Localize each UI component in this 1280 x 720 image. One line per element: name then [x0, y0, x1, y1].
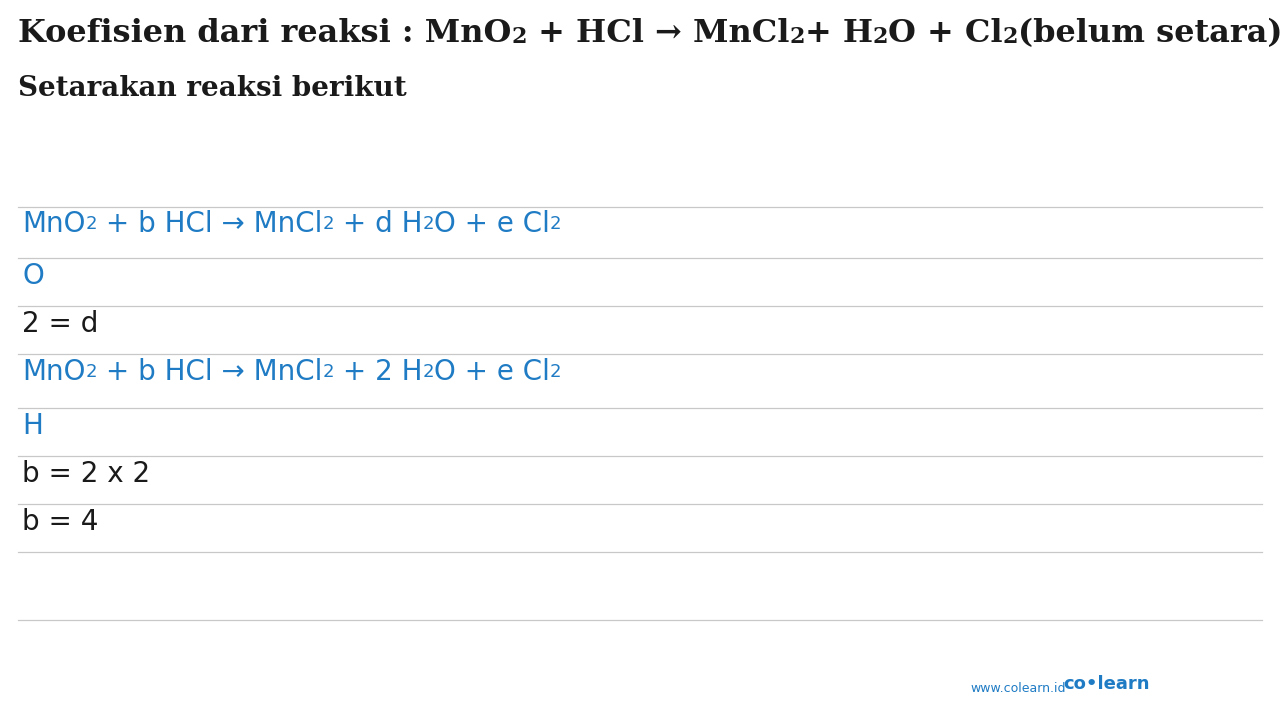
Text: 2: 2	[1002, 26, 1019, 48]
Text: 2: 2	[549, 215, 561, 233]
Text: 2: 2	[549, 363, 561, 381]
Text: co•learn: co•learn	[1062, 675, 1149, 693]
Text: + b HCl → MnCl: + b HCl → MnCl	[97, 358, 323, 386]
Text: O + e Cl: O + e Cl	[434, 358, 549, 386]
Text: 2: 2	[422, 363, 434, 381]
Text: b = 2 x 2: b = 2 x 2	[22, 460, 150, 488]
Text: www.colearn.id: www.colearn.id	[970, 682, 1065, 695]
Text: 2: 2	[422, 215, 434, 233]
Text: 2: 2	[86, 363, 97, 381]
Text: 2 = d: 2 = d	[22, 310, 99, 338]
Text: 2: 2	[86, 215, 97, 233]
Text: b = 4: b = 4	[22, 508, 99, 536]
Text: O: O	[22, 262, 44, 290]
Text: (belum setara): (belum setara)	[1019, 18, 1280, 49]
Text: + HCl → MnCl: + HCl → MnCl	[527, 18, 790, 49]
Text: 2: 2	[323, 363, 334, 381]
Text: Setarakan reaksi berikut: Setarakan reaksi berikut	[18, 75, 407, 102]
Text: MnO: MnO	[22, 210, 86, 238]
Text: O + e Cl: O + e Cl	[434, 210, 549, 238]
Text: + b HCl → MnCl: + b HCl → MnCl	[97, 210, 323, 238]
Text: 2: 2	[790, 26, 805, 48]
Text: 2: 2	[512, 26, 527, 48]
Text: Koefisien dari reaksi : MnO: Koefisien dari reaksi : MnO	[18, 18, 512, 49]
Text: 2: 2	[873, 26, 888, 48]
Text: MnO: MnO	[22, 358, 86, 386]
Text: O + Cl: O + Cl	[888, 18, 1002, 49]
Text: + H: + H	[805, 18, 873, 49]
Text: 2: 2	[323, 215, 334, 233]
Text: + 2 H: + 2 H	[334, 358, 422, 386]
Text: H: H	[22, 412, 42, 440]
Text: + d H: + d H	[334, 210, 422, 238]
